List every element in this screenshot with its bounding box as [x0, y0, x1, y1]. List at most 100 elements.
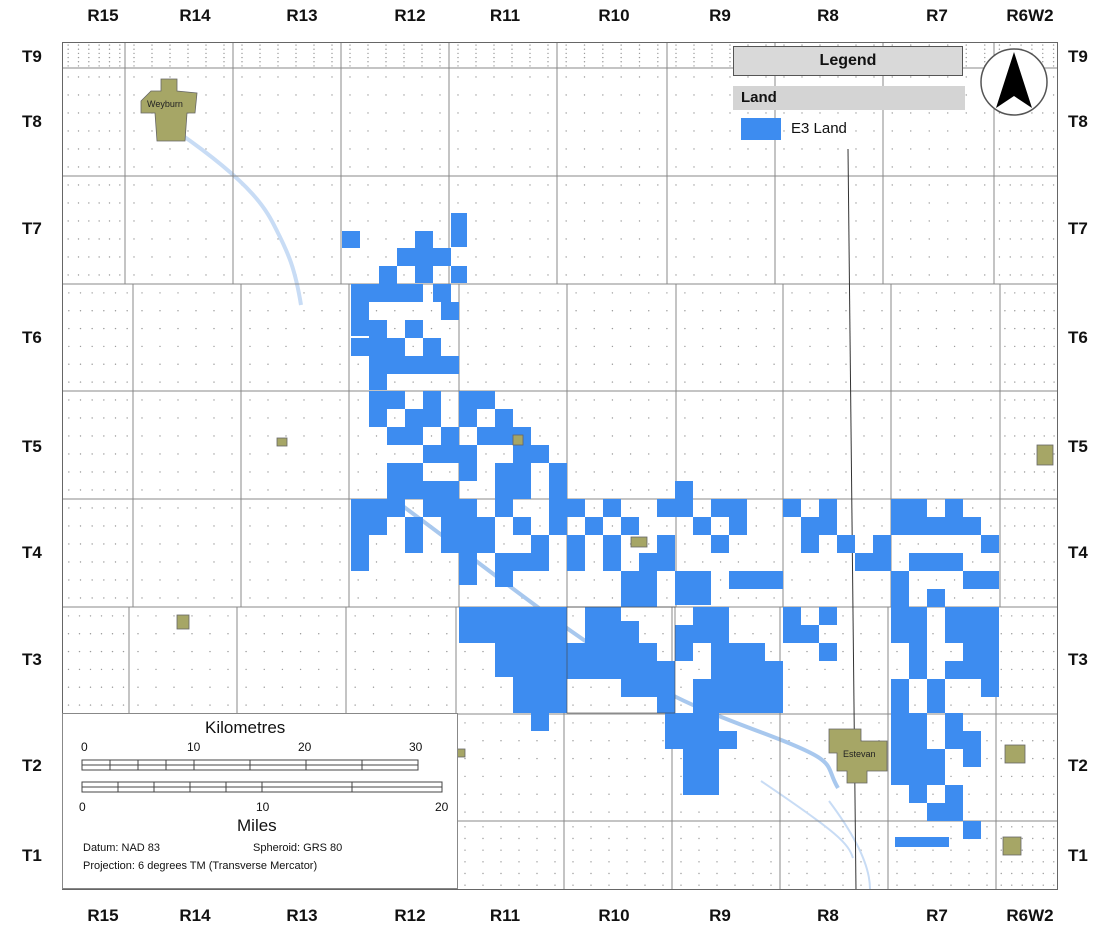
- section-dot: [827, 417, 829, 419]
- section-dot: [891, 256, 893, 258]
- section-dot: [620, 76, 622, 78]
- section-dot: [88, 256, 90, 258]
- section-dot: [159, 381, 161, 383]
- section-dot: [464, 757, 466, 760]
- section-dot: [141, 525, 143, 527]
- section-dot: [693, 94, 695, 96]
- section-dot: [78, 668, 81, 671]
- land-parcel: [801, 625, 819, 643]
- section-dot: [737, 543, 740, 545]
- section-dot: [947, 130, 949, 132]
- section-dot: [79, 363, 82, 365]
- land-parcel: [495, 463, 531, 499]
- township-label-right: T8: [1068, 112, 1088, 131]
- section-dot: [108, 130, 111, 132]
- section-dot: [493, 94, 495, 96]
- township-label-right: T7: [1068, 219, 1088, 238]
- section-dot: [1043, 399, 1045, 401]
- section-dot: [819, 220, 821, 222]
- section-dot: [88, 44, 90, 46]
- section-dot: [1023, 327, 1026, 330]
- section-dot: [1004, 381, 1006, 383]
- land-parcel: [405, 409, 423, 427]
- section-dot: [719, 525, 722, 527]
- section-dot: [227, 686, 229, 688]
- section-dot: [249, 435, 251, 437]
- section-dot: [702, 561, 704, 563]
- section-dot: [159, 507, 161, 509]
- section-dot: [998, 130, 1001, 132]
- section-dot: [1053, 435, 1055, 437]
- section-dot: [791, 399, 793, 401]
- section-dot: [213, 561, 215, 563]
- section-dot: [910, 112, 912, 114]
- section-dot: [968, 793, 970, 795]
- section-dot: [485, 381, 487, 383]
- section-dot: [485, 489, 487, 491]
- section-dot: [953, 345, 956, 348]
- section-dot: [133, 130, 135, 132]
- section-dot: [965, 76, 967, 78]
- section-dot: [590, 704, 592, 706]
- section-dot: [493, 52, 495, 55]
- section-dot: [1009, 44, 1011, 46]
- section-dot: [729, 184, 731, 186]
- section-dot: [449, 381, 451, 383]
- section-dot: [1031, 274, 1033, 276]
- legend: Legend Land E3 Land: [733, 46, 965, 146]
- section-dot: [593, 381, 595, 383]
- land-parcel: [351, 338, 369, 356]
- section-dot: [611, 310, 614, 312]
- section-dot: [103, 363, 105, 365]
- section-dot: [485, 292, 487, 294]
- section-dot: [159, 292, 161, 294]
- section-dot: [141, 561, 143, 563]
- section-dot: [899, 489, 901, 491]
- section-dot: [223, 184, 225, 186]
- section-dot: [111, 633, 114, 635]
- section-dot: [565, 65, 567, 67]
- section-dot: [773, 453, 775, 455]
- section-dot: [1053, 327, 1055, 330]
- section-dot: [1053, 722, 1055, 724]
- section-dot: [91, 417, 93, 419]
- section-dot: [91, 327, 93, 330]
- section-dot: [77, 65, 80, 67]
- section-dot: [205, 48, 207, 50]
- section-dot: [791, 489, 793, 491]
- section-dot: [583, 61, 586, 63]
- section-dot: [493, 48, 495, 50]
- section-dot: [1009, 166, 1011, 168]
- section-dot: [89, 686, 92, 688]
- section-dot: [457, 61, 459, 63]
- section-dot: [277, 48, 279, 50]
- section-dot: [827, 597, 829, 599]
- section-dot: [917, 489, 919, 491]
- section-dot: [662, 722, 664, 724]
- section-dot: [747, 202, 749, 204]
- section-dot: [321, 363, 323, 365]
- section-dot: [572, 775, 574, 778]
- section-dot: [953, 381, 956, 383]
- section-dot: [303, 597, 305, 599]
- section-dot: [529, 76, 531, 78]
- section-dot: [339, 363, 341, 365]
- section-dot: [716, 811, 718, 813]
- section-dot: [187, 184, 189, 186]
- section-dot: [409, 633, 411, 635]
- section-dot: [1043, 435, 1045, 437]
- land-parcel: [397, 248, 415, 266]
- section-dot: [521, 381, 523, 383]
- section-dot: [475, 256, 477, 258]
- section-dot: [529, 61, 531, 63]
- section-dot: [367, 44, 369, 46]
- section-dot: [638, 238, 641, 240]
- section-dot: [873, 220, 875, 222]
- section-dot: [824, 793, 826, 795]
- section-dot: [89, 650, 92, 653]
- section-dot: [572, 686, 574, 688]
- section-dot: [572, 837, 574, 840]
- section-dot: [873, 112, 875, 114]
- section-dot: [675, 130, 677, 132]
- land-parcel: [351, 535, 369, 571]
